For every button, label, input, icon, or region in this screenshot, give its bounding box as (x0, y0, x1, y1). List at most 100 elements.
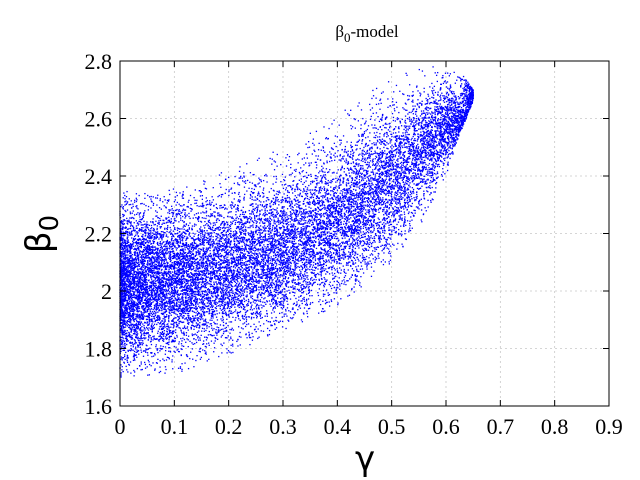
data-point (248, 283, 250, 285)
data-point (235, 298, 237, 301)
data-point (375, 166, 377, 168)
data-point (274, 223, 276, 225)
scatter-points (119, 66, 474, 378)
data-point (232, 256, 235, 258)
data-point (183, 289, 185, 291)
data-point (122, 244, 124, 246)
data-point (269, 238, 271, 240)
data-point (312, 236, 314, 238)
data-point (197, 212, 199, 214)
data-point (127, 279, 129, 281)
data-point (412, 180, 414, 183)
data-point (120, 356, 123, 358)
data-point (432, 168, 434, 171)
data-point (245, 299, 247, 302)
data-point (207, 334, 210, 336)
data-point (241, 209, 243, 211)
data-point (206, 294, 208, 297)
data-point (262, 179, 265, 182)
data-point (304, 247, 306, 250)
data-point (296, 251, 298, 253)
data-point (264, 315, 266, 317)
data-point (313, 189, 316, 191)
data-point (181, 308, 184, 310)
data-point (413, 119, 415, 121)
data-point (238, 227, 240, 229)
data-point (286, 241, 289, 243)
data-point (332, 278, 334, 280)
data-point (232, 351, 234, 354)
data-point (330, 182, 332, 184)
data-point (411, 163, 413, 166)
data-point (322, 175, 324, 177)
data-point (267, 282, 270, 284)
data-point (233, 296, 235, 299)
data-point (139, 315, 142, 317)
data-point (229, 310, 231, 312)
data-point (288, 268, 290, 270)
data-point (142, 274, 144, 276)
data-point (440, 173, 443, 176)
data-point (299, 240, 302, 242)
data-point (404, 119, 406, 122)
data-point (186, 290, 189, 293)
data-point (355, 149, 357, 151)
data-point (127, 239, 129, 241)
data-point (358, 270, 360, 273)
data-point (172, 275, 174, 277)
data-point (122, 208, 124, 210)
data-point (159, 266, 161, 268)
data-point (249, 204, 251, 206)
data-point (150, 365, 152, 367)
data-point (440, 145, 443, 148)
data-point (297, 194, 299, 196)
data-point (162, 339, 164, 342)
data-point (372, 171, 374, 173)
data-point (335, 192, 338, 194)
data-point (176, 296, 179, 298)
data-point (366, 128, 369, 131)
data-point (429, 101, 431, 104)
data-point (210, 317, 212, 319)
data-point (366, 238, 369, 240)
data-point (198, 267, 200, 269)
data-point (131, 234, 133, 236)
data-point (283, 193, 285, 195)
data-point (147, 305, 149, 307)
data-point (124, 209, 126, 212)
data-point (393, 136, 395, 138)
data-point (222, 286, 224, 288)
data-point (159, 253, 162, 256)
data-point (192, 307, 194, 309)
data-point (216, 271, 218, 273)
data-point (243, 276, 246, 279)
data-point (329, 208, 332, 210)
data-point (226, 318, 228, 320)
data-point (136, 309, 138, 311)
data-point (385, 244, 387, 246)
data-point (463, 96, 465, 98)
data-point (192, 248, 195, 251)
data-point (256, 211, 258, 214)
data-point (411, 175, 413, 177)
data-point (259, 314, 262, 317)
data-point (407, 125, 409, 127)
data-point (341, 157, 343, 160)
data-point (123, 317, 126, 319)
data-point (215, 248, 217, 250)
data-point (199, 287, 201, 289)
data-point (159, 366, 161, 368)
data-point (242, 236, 244, 239)
data-point (147, 293, 150, 295)
data-point (323, 189, 325, 191)
data-point (294, 238, 296, 241)
data-point (189, 285, 191, 287)
data-point (321, 199, 323, 201)
data-point (168, 343, 170, 346)
data-point (376, 184, 378, 186)
data-point (207, 308, 209, 310)
data-point (142, 286, 144, 288)
data-point (465, 89, 468, 92)
data-point (362, 165, 364, 167)
